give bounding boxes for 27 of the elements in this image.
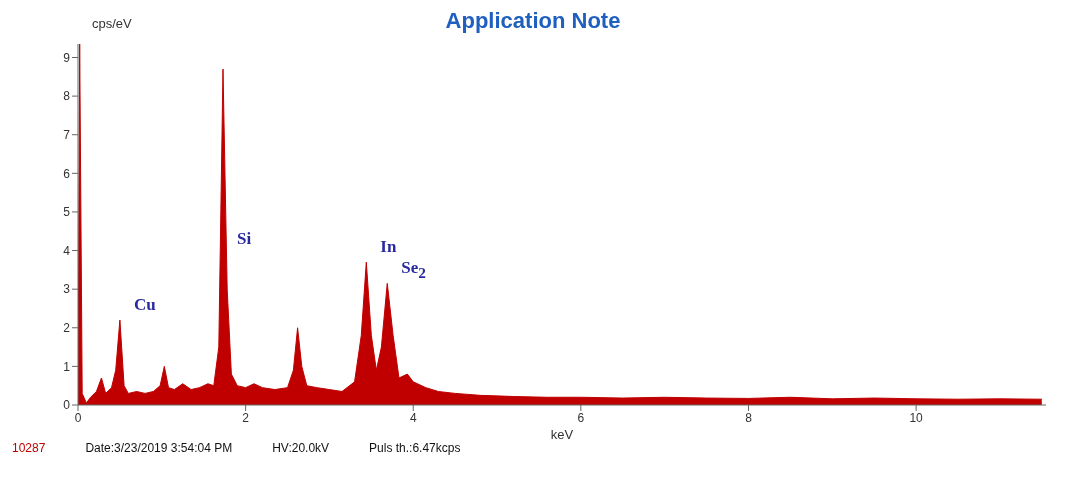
- x-tick-label: 10: [909, 410, 924, 425]
- y-tick-label: 7: [63, 127, 71, 142]
- y-tick-label: 4: [63, 243, 71, 258]
- y-tick-label: 3: [63, 282, 71, 297]
- text: Puls th.:6.47kcps: [369, 441, 461, 455]
- x-tick-label: 0: [74, 410, 82, 425]
- x-tick-label: 2: [242, 410, 250, 425]
- text: 10287: [12, 441, 46, 455]
- y-tick-label: 9: [63, 50, 71, 65]
- y-tick-label: 0: [63, 398, 71, 413]
- annotation: Cu: [133, 295, 156, 315]
- y-tick-label: 5: [63, 205, 71, 220]
- text: HV:20.0kV: [272, 441, 330, 455]
- chart-title: Application Note: [445, 8, 621, 33]
- x-tick-label: 6: [577, 410, 585, 425]
- text: Date:3/23/2019 3:54:04 PM: [85, 441, 233, 455]
- annotation: Se$_{2}$: [401, 258, 426, 282]
- annotation: Si: [236, 229, 252, 249]
- y-tick-label: 2: [63, 321, 71, 336]
- x-axis-title: keV: [550, 427, 574, 442]
- y-tick-label: 1: [63, 359, 71, 374]
- x-tick-label: 4: [409, 410, 417, 425]
- y-tick-label: 8: [63, 89, 71, 104]
- y-tick-label: 6: [63, 166, 71, 181]
- y-axis-title: cps/eV: [92, 16, 132, 31]
- x-tick-label: 8: [745, 410, 753, 425]
- annotation: In: [380, 237, 397, 257]
